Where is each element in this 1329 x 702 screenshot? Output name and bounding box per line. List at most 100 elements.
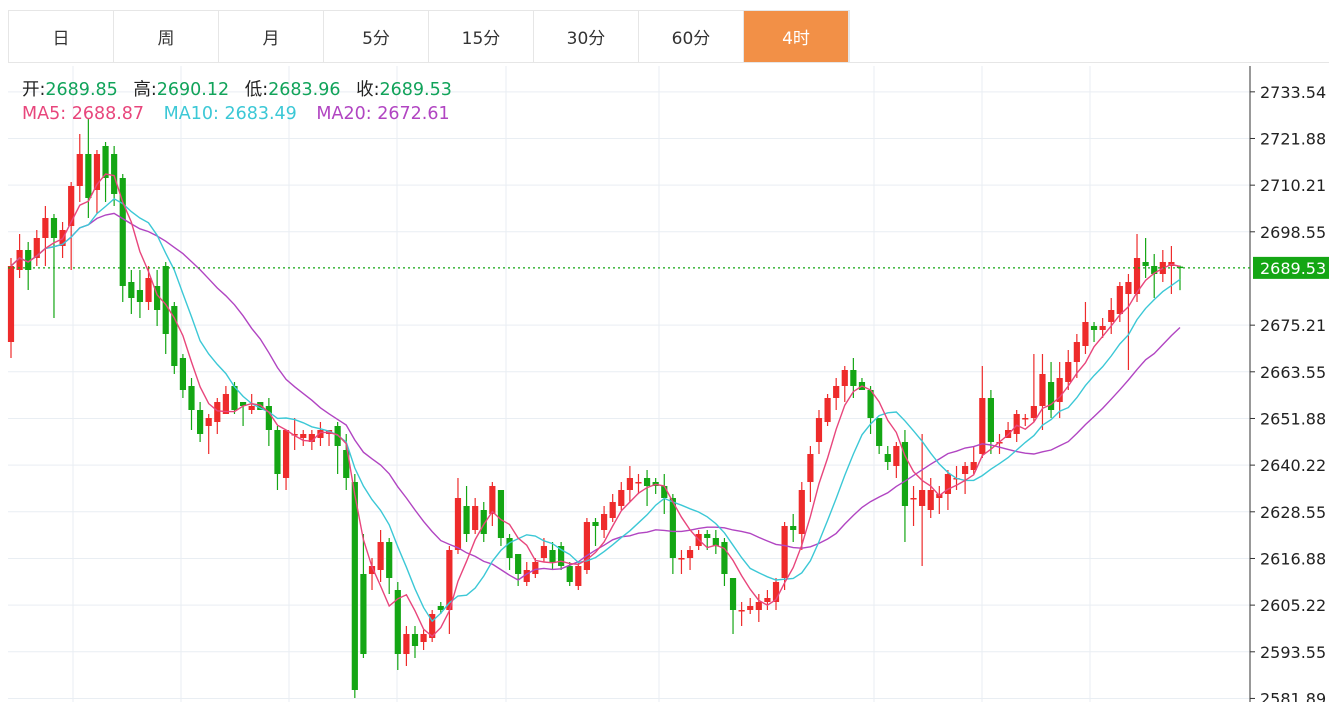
candle-body-42 <box>368 566 376 574</box>
candle-body-133 <box>1151 266 1158 274</box>
tabs-divider <box>848 10 1329 63</box>
candle-body-103 <box>893 446 900 466</box>
candle-body-25 <box>222 394 229 414</box>
candle-body-41 <box>360 574 367 654</box>
ma20-line <box>10 212 1181 581</box>
tab-6[interactable]: 60分 <box>639 11 744 62</box>
candle-body-12 <box>111 154 118 194</box>
candle-body-102 <box>884 454 891 462</box>
candle-body-54 <box>472 506 479 530</box>
candle-body-112 <box>970 462 977 470</box>
tab-2[interactable]: 月 <box>219 11 324 62</box>
candle-body-95 <box>824 398 831 422</box>
candle-body-73 <box>635 482 642 484</box>
candle-body-69 <box>601 514 608 530</box>
y-tick-label-5: 2663.55 <box>1260 363 1326 382</box>
candle-body-76 <box>661 486 668 498</box>
candle-body-101 <box>876 418 883 446</box>
candle-body-74 <box>643 478 651 486</box>
candle-body-81 <box>704 534 711 538</box>
candle-body-52 <box>454 498 462 550</box>
candle-body-14 <box>128 282 135 298</box>
candle-body-126 <box>1090 326 1098 330</box>
candle-body-20 <box>179 358 187 390</box>
candle-body-47 <box>411 634 419 646</box>
candle-body-43 <box>377 542 384 570</box>
tab-4[interactable]: 15分 <box>429 11 534 62</box>
tab-7[interactable]: 4时 <box>744 11 849 62</box>
candle-body-100 <box>867 390 874 418</box>
candle-body-129 <box>1116 286 1123 314</box>
candle-body-4 <box>42 218 49 238</box>
y-tick-label-9: 2616.88 <box>1260 549 1326 568</box>
candle-body-97 <box>841 370 848 386</box>
y-tick-label-10: 2605.22 <box>1260 596 1326 615</box>
candle-body-59 <box>515 554 522 574</box>
candle-body-57 <box>497 490 505 538</box>
candle-body-36 <box>317 430 324 438</box>
candle-body-87 <box>755 602 762 610</box>
y-tick-label-8: 2628.55 <box>1260 503 1326 522</box>
candle-body-72 <box>626 478 633 490</box>
candle-body-32 <box>282 430 290 478</box>
candle-body-18 <box>162 266 169 334</box>
ohlc-readout: 开:2689.85 高:2690.12 低:2683.96 收:2689.53 <box>22 76 462 101</box>
candle-body-13 <box>119 178 126 286</box>
candle-body-24 <box>214 402 221 422</box>
candle-body-64 <box>558 546 565 566</box>
candle-body-17 <box>154 286 161 310</box>
close-value: 2689.53 <box>379 80 452 100</box>
candle-body-106 <box>919 490 926 506</box>
candle-body-15 <box>136 290 144 302</box>
ma5-label: MA5: <box>22 104 67 124</box>
candle-body-84 <box>729 578 737 610</box>
candle-body-132 <box>1142 262 1149 266</box>
candle-body-66 <box>575 566 582 586</box>
candle-body-85 <box>738 610 745 612</box>
y-tick-label-3: 2698.55 <box>1260 223 1326 242</box>
candle-body-19 <box>171 306 178 366</box>
candle-body-35 <box>308 434 315 442</box>
ma-readout: MA5: 2688.87 MA10: 2683.49 MA20: 2672.61 <box>22 104 450 124</box>
tab-5[interactable]: 30分 <box>534 11 639 62</box>
candle-body-82 <box>712 538 719 546</box>
candle-body-50 <box>437 606 444 610</box>
candle-body-78 <box>678 558 685 560</box>
candle-body-22 <box>197 410 204 434</box>
candle-body-51 <box>446 550 453 610</box>
candle-body-46 <box>403 634 410 654</box>
candle-body-122 <box>1056 378 1063 402</box>
candle-body-128 <box>1108 310 1115 322</box>
candle-body-65 <box>566 566 573 582</box>
candle-body-56 <box>489 486 496 514</box>
candle-body-93 <box>807 454 814 482</box>
y-tick-label-2: 2710.21 <box>1260 176 1326 195</box>
candle-body-70 <box>609 502 616 518</box>
candle-body-77 <box>669 498 676 558</box>
y-tick-label-7: 2640.22 <box>1260 456 1326 475</box>
candle-body-88 <box>764 598 771 602</box>
candle-body-30 <box>265 406 272 430</box>
candle-body-11 <box>102 146 109 178</box>
tab-0[interactable]: 日 <box>9 11 114 62</box>
y-tick-label-0: 2733.54 <box>1260 83 1326 102</box>
candle-body-127 <box>1099 326 1106 330</box>
open-value: 2689.85 <box>45 80 118 100</box>
tab-1[interactable]: 周 <box>114 11 219 62</box>
ma10-line <box>10 197 1181 623</box>
low-value: 2683.96 <box>268 80 341 100</box>
candle-body-2 <box>25 250 32 270</box>
low-label: 低: <box>244 80 269 100</box>
y-tick-label-4: 2675.21 <box>1260 316 1326 335</box>
tab-3[interactable]: 5分 <box>324 11 429 62</box>
ma5-line <box>10 173 1181 638</box>
candle-body-104 <box>901 442 909 506</box>
candle-body-21 <box>188 386 195 410</box>
ma20-label: MA20: <box>316 104 372 124</box>
candle-body-111 <box>962 466 969 474</box>
candle-body-23 <box>205 418 212 426</box>
candle-body-39 <box>343 450 350 478</box>
candle-body-45 <box>394 590 401 654</box>
candle-body-10 <box>93 154 101 190</box>
